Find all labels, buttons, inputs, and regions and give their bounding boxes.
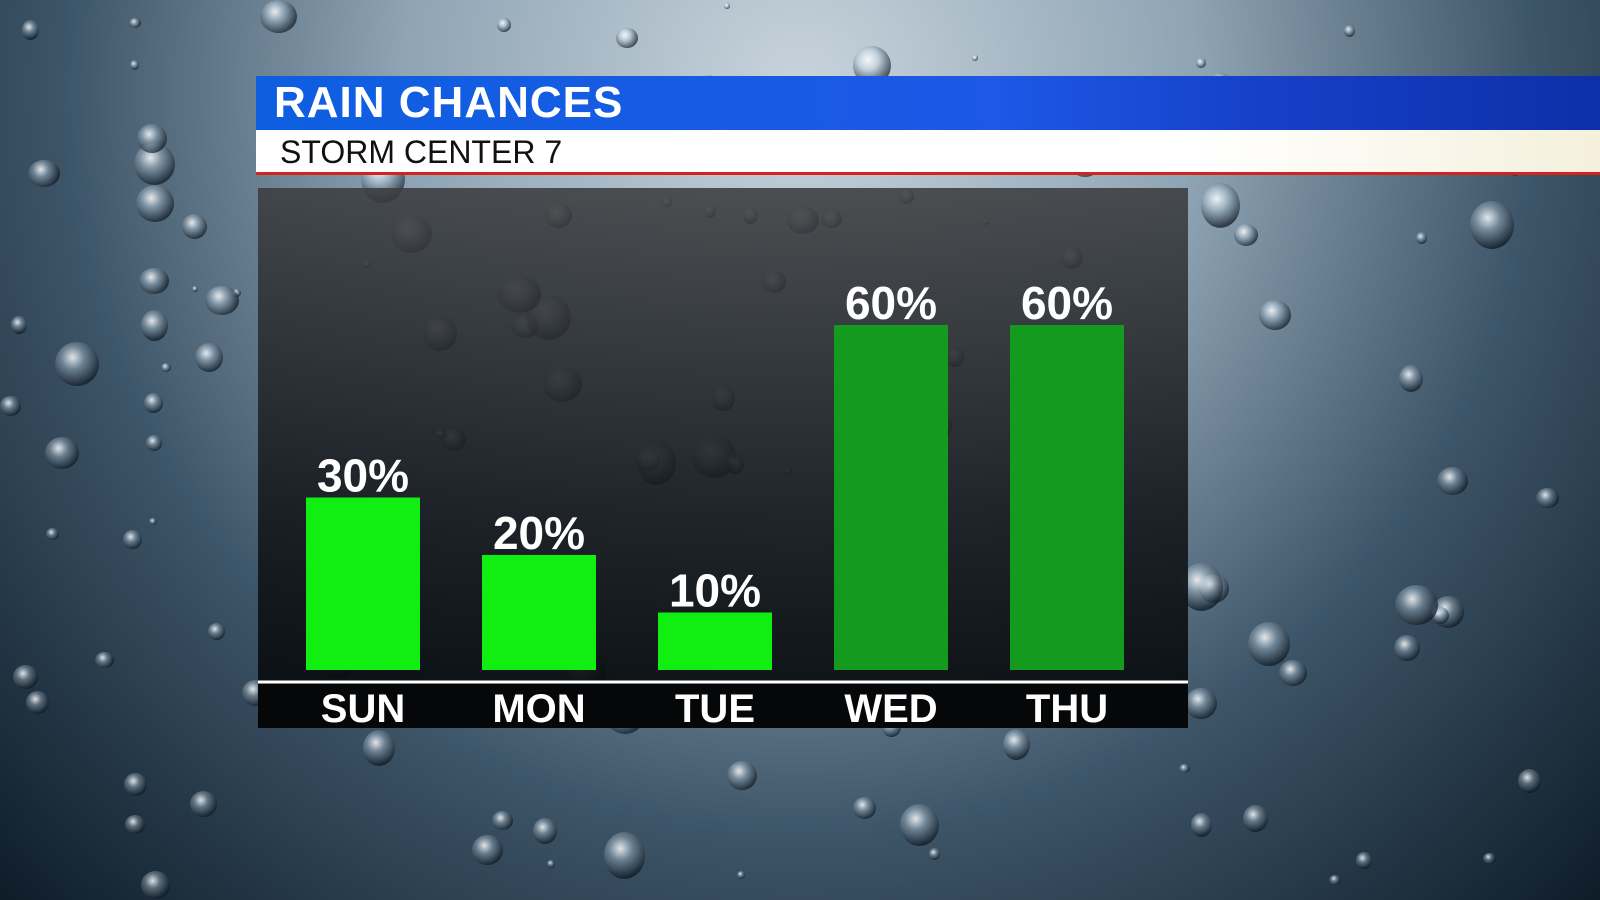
raindrop xyxy=(46,528,59,540)
raindrop xyxy=(737,871,745,879)
raindrop xyxy=(497,18,511,32)
raindrop xyxy=(1536,488,1559,508)
raindrop xyxy=(1185,688,1217,719)
bar-wed xyxy=(834,325,948,670)
raindrop xyxy=(205,286,239,315)
raindrop xyxy=(124,773,147,796)
tick-label-mon: MON xyxy=(492,687,585,728)
raindrop xyxy=(363,730,395,766)
bar-thu xyxy=(1010,325,1124,670)
raindrop xyxy=(125,815,145,834)
raindrop xyxy=(149,518,157,525)
raindrop xyxy=(616,28,638,48)
bar-tue xyxy=(658,612,772,670)
tick-label-tue: TUE xyxy=(675,687,755,728)
raindrop xyxy=(1356,852,1372,869)
raindrop xyxy=(547,860,555,868)
raindrop xyxy=(182,214,207,239)
raindrop xyxy=(727,761,757,790)
raindrop xyxy=(472,835,503,865)
raindrop xyxy=(724,3,730,9)
raindrop xyxy=(1243,805,1268,832)
raindrop xyxy=(1399,365,1423,392)
raindrop xyxy=(1416,232,1427,244)
data-label-tue: 10% xyxy=(669,565,761,617)
data-label-mon: 20% xyxy=(493,507,585,559)
raindrop xyxy=(1201,183,1240,228)
raindrop xyxy=(604,832,645,879)
raindrop xyxy=(45,437,79,469)
raindrop xyxy=(195,343,223,372)
subtitle-banner: STORM CENTER 7 xyxy=(256,130,1600,175)
chart-panel: 30% SUN 20% MON 10% TUE 60% WED 60% THU xyxy=(258,188,1188,728)
raindrop xyxy=(1279,660,1307,686)
raindrop xyxy=(161,363,171,372)
raindrop xyxy=(972,55,978,61)
raindrop xyxy=(144,393,163,413)
raindrop xyxy=(1437,467,1468,495)
tick-label-sun: SUN xyxy=(321,687,405,728)
rain-chance-chart: 30% SUN 20% MON 10% TUE 60% WED 60% THU xyxy=(258,277,1188,728)
tick-label-thu: THU xyxy=(1026,687,1108,728)
raindrop xyxy=(1470,201,1514,249)
raindrop xyxy=(929,848,940,860)
raindrop xyxy=(192,286,198,292)
title-banner: RAIN CHANCES xyxy=(256,76,1600,130)
raindrop xyxy=(1483,853,1496,864)
raindrop xyxy=(260,0,297,33)
raindrop xyxy=(141,310,168,341)
raindrop xyxy=(208,623,225,640)
raindrop xyxy=(1518,769,1541,793)
raindrop xyxy=(26,691,49,714)
raindrop xyxy=(1003,729,1030,760)
raindrop xyxy=(136,185,174,222)
data-label-wed: 60% xyxy=(845,277,937,329)
page-title: RAIN CHANCES xyxy=(274,78,624,127)
bar-sun xyxy=(306,497,420,670)
raindrop xyxy=(137,124,167,153)
raindrop xyxy=(1395,585,1438,625)
raindrop xyxy=(900,804,939,846)
station-name: STORM CENTER 7 xyxy=(280,134,563,170)
raindrop xyxy=(123,530,142,549)
raindrop xyxy=(55,342,99,386)
raindrop xyxy=(11,316,27,334)
raindrop xyxy=(1259,300,1291,330)
raindrop xyxy=(1344,25,1355,37)
raindrop xyxy=(0,396,21,416)
raindrop xyxy=(146,435,162,451)
tick-label-wed: WED xyxy=(844,687,937,728)
raindrop xyxy=(141,871,170,899)
raindrop xyxy=(1196,58,1206,68)
raindrop xyxy=(1234,224,1258,246)
category-strip xyxy=(258,684,1188,728)
raindrop xyxy=(1191,813,1212,837)
raindrop xyxy=(1248,622,1290,666)
raindrop xyxy=(1394,635,1420,661)
raindrop xyxy=(139,268,169,294)
raindrop xyxy=(13,665,38,689)
raindrop xyxy=(190,791,217,817)
data-label-thu: 60% xyxy=(1021,277,1113,329)
raindrop xyxy=(95,652,114,668)
raindrop xyxy=(130,60,139,70)
raindrop xyxy=(22,20,39,40)
raindrop xyxy=(1329,875,1341,885)
data-label-sun: 30% xyxy=(317,450,409,502)
raindrop xyxy=(129,18,141,28)
raindrop xyxy=(853,797,876,819)
raindrop xyxy=(533,818,557,844)
raindrop xyxy=(28,160,60,187)
bar-mon xyxy=(482,555,596,670)
raindrop xyxy=(492,811,513,830)
raindrop xyxy=(1179,764,1190,773)
